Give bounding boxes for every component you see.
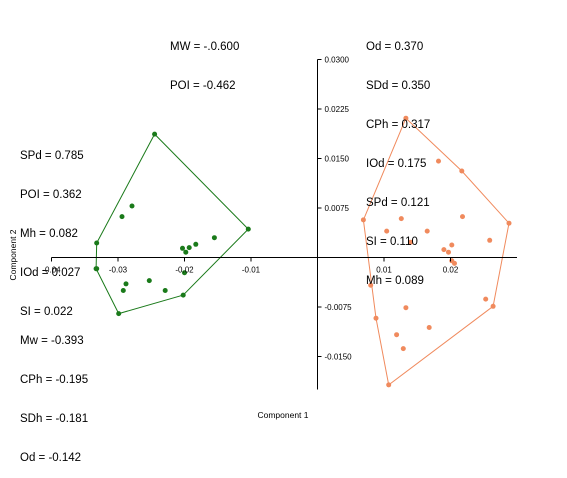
data-point-series-2 [459, 168, 465, 174]
data-point-series-2 [398, 216, 404, 222]
annotation-line: POI = 0.362 [20, 189, 82, 201]
y-axis-ticks: 0.0300 0.0225 0.0150 0.0075 -0.0075 -0.0150 [317, 56, 353, 362]
data-point-series-2 [400, 346, 406, 352]
x-tick-label: -0.01 [242, 266, 261, 275]
annotation-line: MW = -.0.600 [170, 41, 240, 53]
annotation-top-center: MW = -.0.600 POI = -0.462 [170, 15, 239, 106]
data-point-series-2 [368, 282, 374, 288]
data-point-series-1 [94, 240, 100, 246]
data-point-series-1 [120, 288, 126, 293]
data-point-series-1 [119, 214, 125, 220]
data-point-series-1 [180, 292, 186, 298]
data-point-series-1 [162, 288, 168, 293]
axes [51, 59, 517, 390]
data-point-series-2 [394, 332, 400, 338]
x-tick-label: 0.01 [376, 266, 392, 275]
data-point-series-2 [452, 260, 457, 266]
annotation-top-right: Od = 0.370 SDd = 0.350 CPh = 0.317 IOd =… [366, 15, 430, 301]
x-tick-label: -0.03 [109, 266, 128, 275]
data-point-series-2 [373, 315, 379, 321]
data-point-series-2 [424, 228, 430, 234]
data-points [93, 115, 512, 388]
x-tick-label: -0.02 [175, 266, 194, 275]
data-point-series-1 [93, 266, 99, 272]
data-point-series-2 [426, 325, 432, 330]
data-point-series-2 [360, 217, 366, 223]
data-point-series-2 [460, 214, 465, 220]
y-tick-label: 0.0225 [325, 105, 350, 114]
annotation-line: POI = -0.462 [170, 80, 236, 92]
data-point-series-1 [152, 131, 158, 137]
hull-series-1 [95, 133, 250, 315]
annotation-line: CPh = 0.317 [366, 119, 431, 131]
x-axis-ticks: -0.04 -0.03 -0.02 -0.01 0.01 0.02 [42, 257, 459, 275]
data-point-series-2 [436, 158, 441, 164]
data-point-series-2 [386, 382, 392, 388]
data-point-series-1 [123, 281, 129, 287]
data-point-series-2 [441, 247, 447, 253]
data-point-series-2 [384, 228, 390, 234]
data-point-series-1 [193, 241, 199, 247]
annotation-line: Od = 0.370 [366, 41, 424, 53]
data-point-series-1 [116, 311, 122, 317]
y-tick-label: 0.0150 [325, 155, 350, 164]
hull-series-2 [362, 117, 510, 386]
data-point-series-2 [403, 115, 409, 121]
annotation-line: SI = 0.110 [366, 236, 418, 248]
x-tick-label: 0.02 [443, 266, 459, 275]
annotation-line: SPd = 0.785 [20, 150, 84, 162]
annotation-line: Mh = 0.089 [366, 275, 424, 287]
data-point-series-1 [186, 245, 192, 251]
x-tick-label: -0.04 [42, 266, 61, 275]
y-tick-label: -0.0075 [325, 303, 353, 312]
data-point-series-2 [490, 303, 496, 309]
annotation-line: SI = 0.022 [20, 306, 73, 318]
scatter-chart: -0.04 -0.03 -0.02 -0.01 0.01 0.02 0.0300 0.022… [8, 56, 517, 420]
annotation-line: SPd = 0.121 [366, 197, 430, 209]
data-point-series-1 [211, 235, 217, 241]
data-point-series-2 [506, 220, 512, 226]
data-point-series-1 [182, 270, 187, 276]
annotation-line: IOd = 0.027 [20, 267, 81, 279]
data-point-series-2 [449, 242, 455, 248]
y-tick-label: -0.0150 [325, 353, 353, 362]
annotation-line: Od = -0.142 [20, 452, 82, 464]
y-axis-title: Component 2 [8, 229, 18, 280]
data-point-series-2 [483, 296, 489, 302]
annotation-line: CPh = -0.195 [20, 374, 89, 386]
data-point-series-1 [180, 245, 185, 251]
annotation-line: SDh = -0.181 [20, 413, 89, 425]
data-point-series-1 [129, 203, 135, 209]
annotation-line: IOd = 0.175 [366, 158, 427, 170]
data-point-series-2 [403, 305, 409, 311]
annotation-left-upper: SPd = 0.785 POI = 0.362 Mh = 0.082 IOd =… [20, 124, 84, 332]
data-point-series-1 [183, 249, 189, 255]
data-point-series-1 [245, 226, 251, 232]
data-point-series-2 [446, 249, 451, 255]
annotation-line: Mw = -0.393 [20, 335, 84, 347]
annotation-line: Mh = 0.082 [20, 228, 78, 240]
annotation-left-lower: Mw = -0.393 CPh = -0.195 SDh = -0.181 Od… [20, 309, 88, 478]
data-point-series-2 [487, 237, 493, 243]
annotation-line: SDd = 0.350 [366, 80, 431, 92]
y-tick-label: 0.0300 [325, 56, 350, 65]
data-point-series-1 [146, 278, 152, 284]
data-point-series-2 [408, 239, 414, 245]
y-tick-label: 0.0075 [325, 204, 350, 213]
x-axis-title: Component 1 [257, 410, 308, 420]
